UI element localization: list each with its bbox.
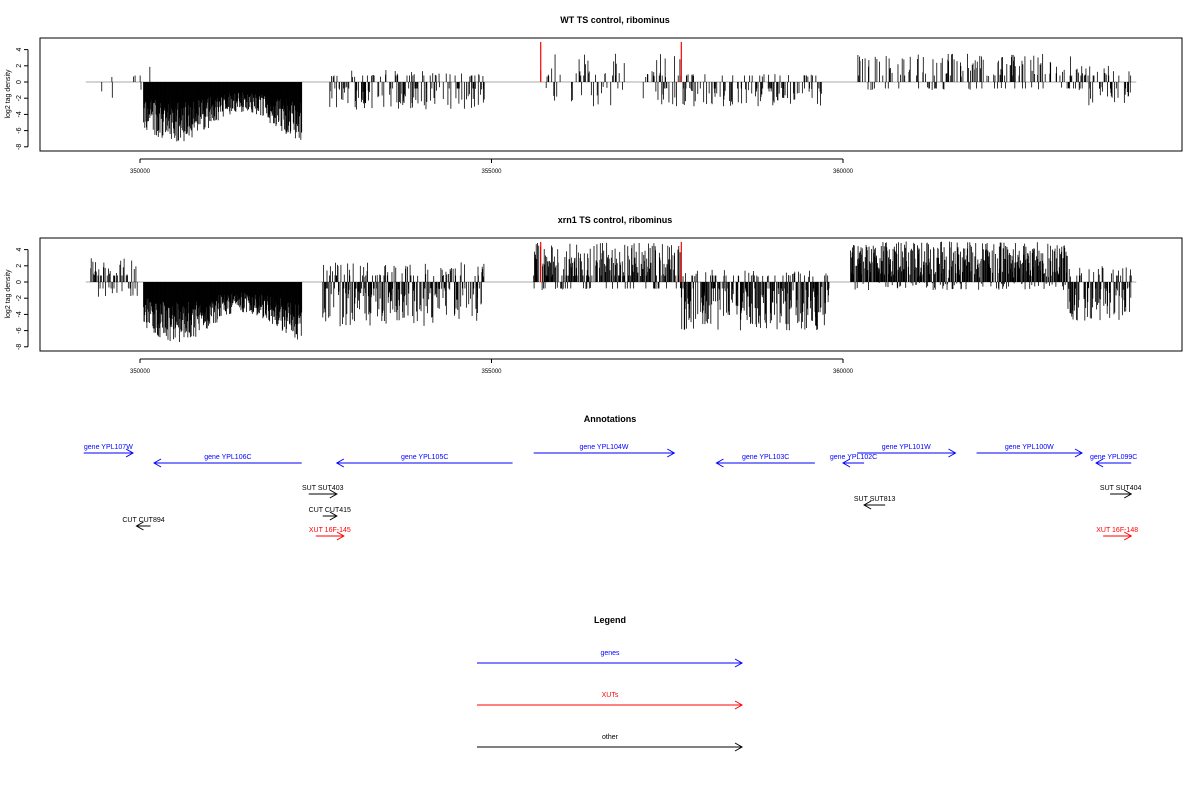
legend-item-other: other [477, 734, 744, 752]
annotation-feature[interactable]: gene YPL103C [715, 454, 815, 468]
annotation-feature[interactable]: CUT CUT894 [122, 517, 165, 531]
annotation-label: SUT SUT403 [302, 485, 344, 492]
y-tick-label: -6 [16, 127, 23, 133]
annotation-label: XUT 16F-148 [1096, 527, 1138, 534]
plot-frame [39, 237, 1183, 352]
y-tick-label: -4 [16, 311, 23, 317]
density-bars [101, 53, 1132, 142]
annotation-feature[interactable]: gene YPL107W [83, 444, 134, 458]
y-tick-label: -8 [16, 144, 23, 150]
annotation-label: gene YPL100W [1005, 444, 1054, 451]
xrn1-tag-density-panel: xrn1 TS control, ribominus log2 tag dens… [5, 215, 1183, 375]
plot-frame [39, 37, 1183, 152]
panel-title: WT TS control, ribominus [560, 15, 670, 25]
x-tick-label: 360000 [833, 369, 854, 375]
y-tick-label: -8 [16, 344, 23, 350]
x-tick-label: 355000 [481, 169, 502, 175]
x-tick-label: 350000 [130, 169, 151, 175]
annotation-feature[interactable]: SUT SUT813 [854, 496, 896, 510]
legend-label: genes [600, 650, 620, 657]
annotation-label: SUT SUT404 [1100, 485, 1142, 492]
annotation-label: SUT SUT813 [854, 496, 896, 503]
annotation-feature[interactable]: gene YPL101W [857, 444, 957, 458]
highlight-markers [540, 42, 682, 82]
legend-label: other [602, 734, 619, 741]
y-tick-label: 0 [16, 80, 23, 84]
wt-tag-density-panel: WT TS control, ribominus log2 tag densit… [5, 15, 1183, 175]
annotation-feature[interactable]: gene YPL099C [1090, 454, 1137, 468]
y-tick-label: 2 [16, 264, 23, 268]
y-axis: 4 2 0 -2 -4 -6 -8 [16, 248, 29, 350]
legend-title: Legend [594, 615, 626, 625]
x-tick-label: 350000 [130, 369, 151, 375]
annotation-feature[interactable]: SUT SUT404 [1100, 485, 1142, 499]
annotation-feature[interactable]: gene YPL100W [976, 444, 1084, 458]
legend-item-gene: genes [477, 650, 744, 668]
panel-title: xrn1 TS control, ribominus [558, 215, 673, 225]
y-axis: 4 2 0 -2 -4 -6 -8 [16, 48, 29, 150]
y-axis-label: log2 tag density [5, 69, 12, 119]
highlight-markers [540, 242, 682, 282]
annotation-feature[interactable]: gene YPL106C [153, 454, 302, 468]
annotation-feature[interactable]: gene YPL102C [830, 454, 877, 468]
y-tick-label: -2 [16, 295, 23, 301]
annotation-label: gene YPL103C [742, 454, 789, 461]
y-tick-label: 4 [16, 248, 23, 252]
annotation-label: gene YPL104W [580, 444, 629, 451]
annotations-title: Annotations [584, 414, 637, 424]
y-tick-label: -6 [16, 327, 23, 333]
annotation-features: gene YPL107W gene YPL106C gene YPL105C gene… [83, 444, 1142, 541]
annotation-label: XUT 16F-145 [309, 527, 351, 534]
annotation-feature[interactable]: XUT 16F-145 [309, 527, 351, 541]
annotation-label: gene YPL107W [84, 444, 133, 451]
y-tick-label: -2 [16, 95, 23, 101]
annotation-feature[interactable]: gene YPL105C [335, 454, 513, 468]
annotation-feature[interactable]: CUT CUT415 [309, 507, 351, 521]
x-axis: 350000 355000 360000 [130, 358, 854, 375]
annotation-label: gene YPL099C [1090, 454, 1137, 461]
annotation-label: gene YPL105C [401, 454, 448, 461]
annotation-feature[interactable]: gene YPL104W [533, 444, 676, 458]
annotation-feature[interactable]: XUT 16F-148 [1096, 527, 1138, 541]
x-tick-label: 360000 [833, 169, 854, 175]
legend-items: genes XUTs other [477, 650, 744, 752]
x-axis: 350000 355000 360000 [130, 158, 854, 175]
annotation-label: CUT CUT894 [122, 517, 164, 524]
y-tick-label: 0 [16, 280, 23, 284]
density-bars [90, 241, 1132, 343]
annotation-label: gene YPL102C [830, 454, 877, 461]
annotation-label: gene YPL106C [204, 454, 251, 461]
legend-item-xut: XUTs [477, 692, 744, 710]
legend-label: XUTs [602, 692, 619, 699]
annotation-label: CUT CUT415 [309, 507, 351, 514]
legend: Legend genes XUTs other [477, 615, 744, 752]
annotation-label: gene YPL101W [882, 444, 931, 451]
y-axis-label: log2 tag density [5, 269, 12, 319]
y-tick-label: -4 [16, 111, 23, 117]
y-tick-label: 2 [16, 64, 23, 68]
y-tick-label: 4 [16, 48, 23, 52]
x-tick-label: 355000 [481, 369, 502, 375]
annotation-feature[interactable]: SUT SUT403 [302, 485, 344, 499]
